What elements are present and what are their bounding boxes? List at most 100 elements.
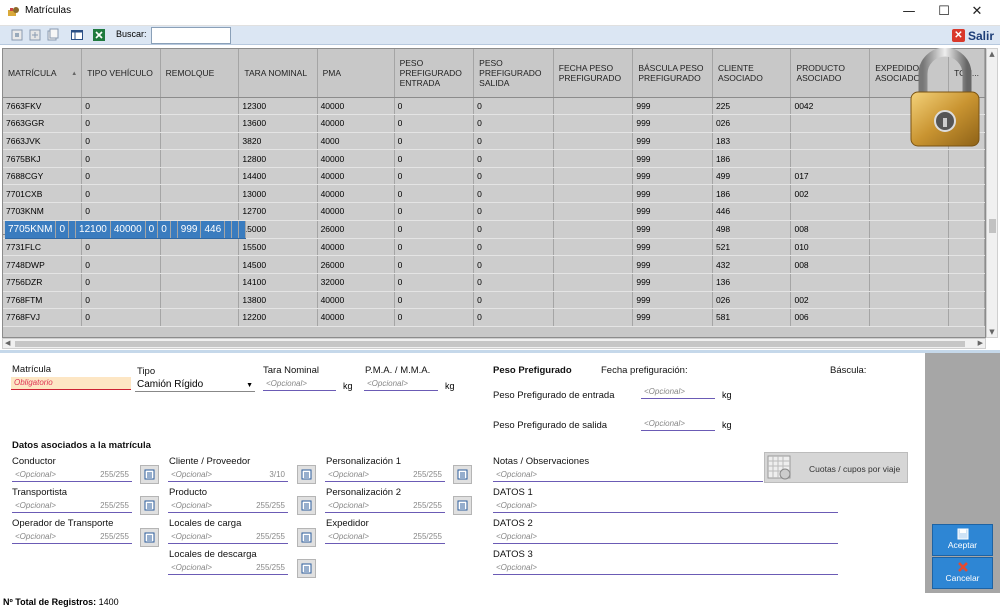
table-cell[interactable]: 40000 xyxy=(317,97,395,116)
table-row[interactable]: 7688CGY 0 14400 40000 0 0 999 499 017 xyxy=(3,167,985,186)
table-cell[interactable]: 14100 xyxy=(238,273,318,292)
table-cell[interactable]: 499 xyxy=(712,167,792,186)
column-header[interactable]: REMOLQUE xyxy=(160,49,240,98)
table-cell[interactable] xyxy=(553,202,634,221)
table-cell[interactable] xyxy=(553,238,634,257)
table-cell[interactable]: 0 xyxy=(394,308,475,327)
table-cell[interactable]: 7703KNM xyxy=(3,202,83,221)
search-input[interactable] xyxy=(151,27,231,44)
table-cell[interactable]: 0 xyxy=(81,238,161,257)
table-cell[interactable]: 0 xyxy=(394,132,475,151)
table-cell[interactable] xyxy=(869,273,950,292)
table-cell[interactable]: 999 xyxy=(177,220,202,239)
column-header[interactable]: TARA NOMINAL xyxy=(238,49,318,98)
table-cell[interactable] xyxy=(790,273,871,292)
table-cell[interactable] xyxy=(160,255,240,274)
table-cell[interactable]: 0 xyxy=(394,114,475,133)
table-cell[interactable]: 7663JVK xyxy=(3,132,83,151)
table-cell[interactable]: 0 xyxy=(473,167,554,186)
table-cell[interactable] xyxy=(160,132,240,151)
records-grid[interactable]: MATRÍCULA ▲ TIPO VEHÍCULO REMOLQUE TARA NOMI… xyxy=(2,48,986,338)
locales-carga-input[interactable]: <Opcional> 255/255 xyxy=(168,531,288,544)
table-cell[interactable]: 40000 xyxy=(317,184,395,204)
table-cell[interactable]: 999 xyxy=(632,114,713,133)
table-cell[interactable]: 13800 xyxy=(238,291,318,310)
table-cell[interactable] xyxy=(553,255,634,274)
table-cell[interactable] xyxy=(948,202,985,221)
table-row[interactable]: 7663GGR 0 13600 40000 0 0 999 026 xyxy=(3,114,985,133)
column-header[interactable]: FECHA PESO PREFIGURADO xyxy=(553,49,634,98)
table-cell[interactable]: 40000 xyxy=(110,220,146,239)
table-cell[interactable]: 7756DZR xyxy=(3,273,83,292)
table-cell[interactable]: 0042 xyxy=(790,97,871,116)
columns-icon[interactable] xyxy=(70,28,84,42)
table-cell[interactable]: 3820 xyxy=(238,132,318,151)
table-cell[interactable]: 40000 xyxy=(317,149,395,168)
table-row[interactable]: 7675BKJ 0 12800 40000 0 0 999 186 xyxy=(3,149,985,168)
table-cell[interactable]: 0 xyxy=(81,97,161,116)
table-cell[interactable]: 008 xyxy=(790,255,871,274)
table-cell[interactable]: 0 xyxy=(81,202,161,221)
table-cell[interactable]: 40000 xyxy=(317,291,395,310)
peso-entrada-input[interactable]: <Opcional> xyxy=(641,386,715,399)
padlock-icon[interactable] xyxy=(906,48,984,150)
table-cell[interactable]: 0 xyxy=(81,149,161,168)
table-cell[interactable]: 40000 xyxy=(317,202,395,221)
table-cell[interactable]: 225 xyxy=(712,97,792,116)
table-cell[interactable]: 581 xyxy=(712,308,792,327)
table-cell[interactable] xyxy=(160,308,240,327)
table-cell[interactable] xyxy=(869,220,950,239)
table-cell[interactable]: 13600 xyxy=(238,114,318,133)
column-header[interactable]: PMA xyxy=(317,49,395,98)
table-cell[interactable]: 999 xyxy=(632,220,713,239)
table-row[interactable]: 7768FVJ 0 12200 40000 0 0 999 581 006 xyxy=(3,308,985,327)
table-cell[interactable]: 0 xyxy=(473,149,554,168)
table-cell[interactable]: 0 xyxy=(473,202,554,221)
exit-button[interactable]: ✕ Salir xyxy=(951,27,994,44)
table-cell[interactable]: 7705KNM xyxy=(5,220,57,239)
table-cell[interactable]: 7663GGR xyxy=(3,114,83,133)
table-cell[interactable]: 446 xyxy=(200,220,226,239)
table-cell[interactable]: 446 xyxy=(712,202,792,221)
close-button[interactable]: ✕ xyxy=(971,4,983,19)
table-cell[interactable]: 0 xyxy=(473,114,554,133)
table-cell[interactable]: 0 xyxy=(81,132,161,151)
export-icon[interactable] xyxy=(28,28,42,42)
table-cell[interactable] xyxy=(160,273,240,292)
cuotas-button[interactable]: Cuotas / cupos por viaje xyxy=(764,452,908,483)
matricula-input[interactable]: Obligatorio xyxy=(11,377,131,390)
table-cell[interactable] xyxy=(948,220,985,239)
column-header[interactable]: CLIENTE ASOCIADO xyxy=(712,49,792,98)
table-cell[interactable]: 4000 xyxy=(317,132,395,151)
table-row[interactable]: 7703KNM 0 12700 40000 0 0 999 446 xyxy=(3,202,985,221)
scroll-left-icon[interactable]: ◀ xyxy=(5,339,11,347)
table-cell[interactable]: 14500 xyxy=(238,255,318,274)
table-cell[interactable]: 0 xyxy=(394,184,475,204)
table-cell[interactable] xyxy=(948,255,985,274)
table-cell[interactable] xyxy=(553,184,634,204)
table-cell[interactable] xyxy=(231,220,240,239)
producto-input[interactable]: <Opcional> 255/255 xyxy=(168,500,288,513)
tara-input[interactable]: <Opcional> xyxy=(263,378,336,391)
table-cell[interactable]: 40000 xyxy=(317,308,395,327)
locales-descarga-lookup-button[interactable] xyxy=(297,559,316,578)
datos2-input[interactable]: <Opcional> xyxy=(493,531,838,544)
table-cell[interactable]: 0 xyxy=(81,184,161,204)
table-cell[interactable]: 0 xyxy=(473,97,554,116)
table-cell[interactable]: 0 xyxy=(81,255,161,274)
table-cell[interactable] xyxy=(948,273,985,292)
table-row[interactable]: 7748DWP 0 14500 26000 0 0 999 432 008 xyxy=(3,255,985,274)
table-cell[interactable] xyxy=(553,149,634,168)
scroll-thumb[interactable] xyxy=(989,219,996,233)
table-cell[interactable] xyxy=(948,238,985,257)
table-cell[interactable]: 15500 xyxy=(238,238,318,257)
table-cell[interactable]: 0 xyxy=(473,132,554,151)
cliente-lookup-button[interactable] xyxy=(297,465,316,484)
table-cell[interactable]: 999 xyxy=(632,97,713,116)
table-cell[interactable] xyxy=(553,308,634,327)
table-cell[interactable] xyxy=(68,220,77,239)
table-cell[interactable]: 7731FLC xyxy=(3,238,83,257)
maximize-button[interactable]: ☐ xyxy=(938,4,950,19)
table-cell[interactable]: 26000 xyxy=(317,220,395,239)
table-cell[interactable]: 12100 xyxy=(75,220,111,239)
